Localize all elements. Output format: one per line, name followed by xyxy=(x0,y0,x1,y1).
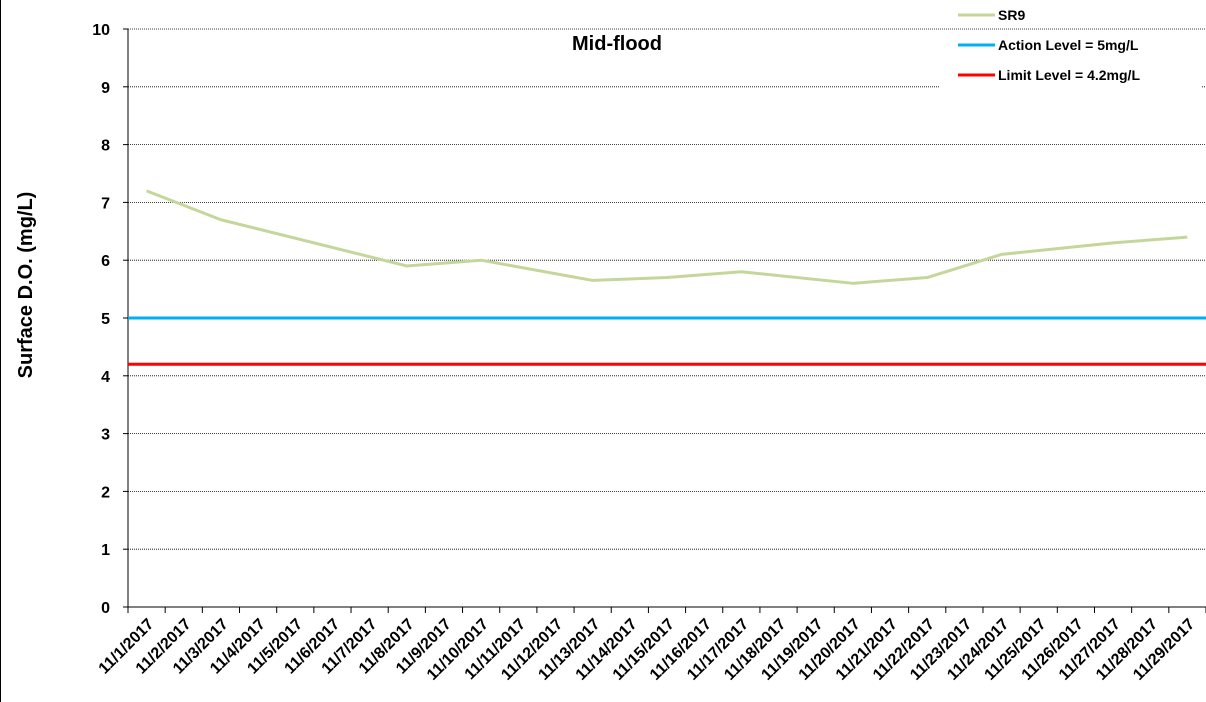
grid xyxy=(128,28,1206,550)
legend-label: Limit Level = 4.2mg/L xyxy=(998,67,1140,83)
y-tick-label: 0 xyxy=(101,600,110,617)
y-tick-label: 5 xyxy=(101,311,110,328)
chart-title: Mid-flood xyxy=(572,33,662,55)
legend-label: SR9 xyxy=(998,7,1025,23)
plot-area xyxy=(128,189,1206,366)
y-axis-label: Surface D.O. (mg/L) xyxy=(15,192,37,379)
y-tick-label: 10 xyxy=(92,22,110,39)
y-tick-label: 3 xyxy=(101,427,110,444)
y-tick-label: 2 xyxy=(101,484,110,501)
series-line xyxy=(146,189,1188,285)
y-tick-label: 6 xyxy=(101,253,110,270)
legend-label: Action Level = 5mg/L xyxy=(998,37,1139,53)
legend: SR9 Action Level = 5mg/L Limit Level = 4.2… xyxy=(940,2,1202,88)
axes: 01234567891011/1/201711/2/201711/3/20171… xyxy=(92,22,1206,684)
y-tick-label: 4 xyxy=(101,369,110,386)
y-tick-label: 8 xyxy=(101,138,110,155)
y-tick-label: 1 xyxy=(101,542,110,559)
y-tick-label: 7 xyxy=(101,195,110,212)
y-tick-label: 9 xyxy=(101,80,110,97)
